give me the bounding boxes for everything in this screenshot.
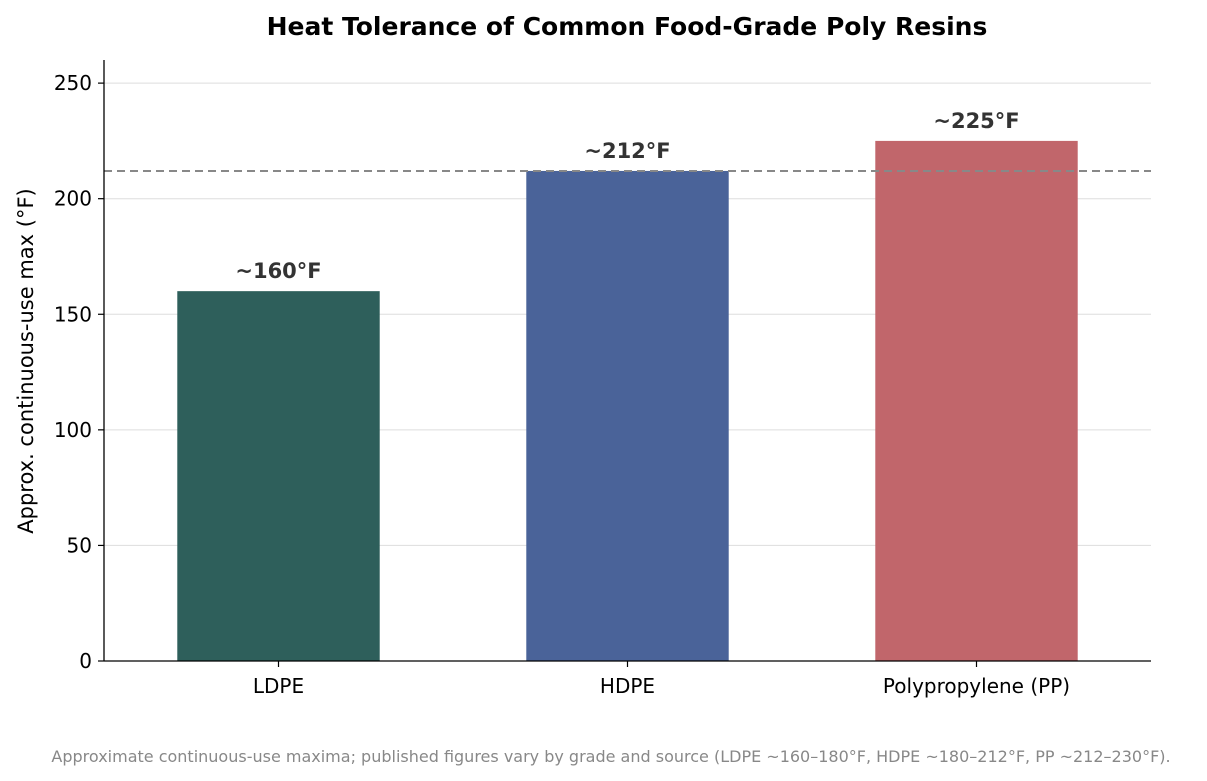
y-tick-label: 250	[54, 71, 92, 95]
y-axis-label: Approx. continuous-use max (°F)	[14, 188, 38, 534]
bar-hdpe	[526, 170, 729, 661]
bar-polypropylene-pp	[875, 140, 1078, 662]
data-labels: ~160°F ~212°F ~225°F	[235, 109, 1019, 283]
y-tick-label: 100	[54, 418, 92, 442]
axes: 0 50 100 150 200 250 LDPE HDPE Polypropylene (PP…	[54, 60, 1151, 698]
data-label: ~225°F	[933, 109, 1019, 133]
x-tick-label: Polypropylene (PP)	[883, 674, 1070, 698]
data-label: ~212°F	[584, 139, 670, 163]
x-tick-label: LDPE	[253, 674, 304, 698]
y-tick-label: 150	[54, 302, 92, 326]
chart-title: Heat Tolerance of Common Food-Grade Poly…	[267, 12, 988, 41]
y-tick-label: 0	[79, 649, 92, 673]
y-tick-label: 200	[54, 187, 92, 211]
footnote: Approximate continuous-use maxima; publi…	[51, 747, 1170, 766]
bar-ldpe	[177, 291, 380, 661]
y-tick-label: 50	[67, 533, 92, 557]
bars	[177, 140, 1078, 662]
x-tick-label: HDPE	[600, 674, 655, 698]
data-label: ~160°F	[235, 259, 321, 283]
